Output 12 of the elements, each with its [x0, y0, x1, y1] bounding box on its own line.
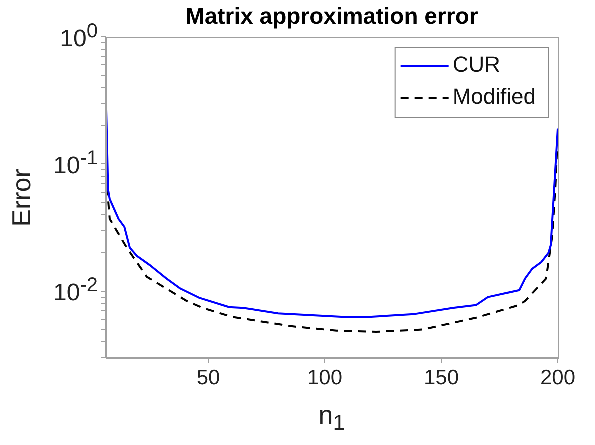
- y-tick-label: 10$^{-1}$: [54, 148, 98, 181]
- legend-label: CUR: [452, 52, 501, 78]
- x-axis-title: n$_{1}$: [318, 400, 346, 436]
- y-tick-label: 10$^{0}$: [60, 20, 98, 54]
- chart-title: Matrix approximation error: [186, 3, 478, 30]
- legend-label: Modified: [452, 84, 536, 110]
- x-tick-label: 100: [307, 366, 343, 390]
- y-axis-title: Error: [6, 168, 38, 226]
- x-tick-label: 200: [540, 366, 576, 390]
- x-tick-label: 50: [196, 366, 220, 390]
- x-tick-label: 150: [424, 366, 460, 390]
- y-tick-label: 10$^{-2}$: [54, 274, 98, 308]
